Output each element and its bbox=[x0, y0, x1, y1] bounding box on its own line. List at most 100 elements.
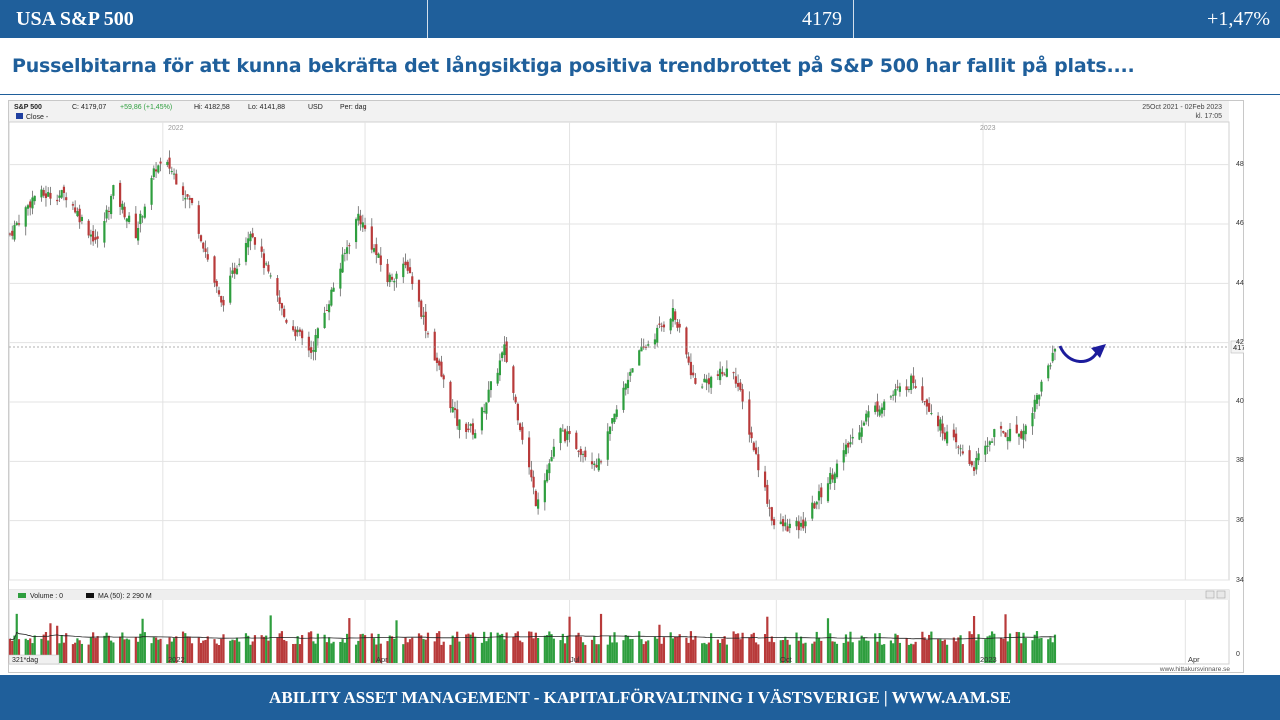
volume-bar bbox=[408, 639, 412, 663]
candle-body bbox=[611, 418, 614, 424]
candle-body bbox=[485, 402, 488, 414]
candle-body bbox=[316, 328, 319, 339]
volume-bar bbox=[599, 613, 603, 663]
candle-body bbox=[593, 463, 596, 466]
candle-body bbox=[159, 161, 162, 164]
price-panel bbox=[8, 121, 1230, 581]
volume-bar bbox=[593, 636, 596, 663]
candle-body bbox=[766, 484, 769, 504]
chart-symbol: S&P 500 bbox=[14, 104, 42, 111]
candle-body bbox=[532, 476, 535, 488]
volume-bar bbox=[514, 633, 517, 663]
volume-bar bbox=[128, 639, 131, 663]
candle-body bbox=[330, 289, 333, 306]
volume-bar bbox=[386, 641, 389, 663]
volume-bar bbox=[752, 632, 755, 663]
volume-bar bbox=[986, 636, 989, 663]
volume-bar bbox=[154, 637, 158, 663]
volume-legend-swatch bbox=[18, 593, 26, 598]
candle-body bbox=[361, 222, 364, 228]
volume-bar bbox=[892, 643, 895, 663]
y-tick-label: 4000 bbox=[1236, 398, 1244, 405]
candle-body bbox=[851, 436, 854, 439]
volume-bar bbox=[231, 639, 234, 663]
candle-body bbox=[33, 195, 36, 202]
volume-bar bbox=[71, 644, 75, 663]
volume-bar bbox=[379, 643, 382, 663]
candle-body bbox=[40, 189, 43, 198]
volume-bar bbox=[1049, 637, 1052, 663]
candle-body bbox=[408, 267, 412, 274]
volume-bar bbox=[496, 632, 499, 663]
info-bar bbox=[9, 101, 1229, 122]
volume-bar bbox=[375, 644, 378, 663]
candle-body bbox=[60, 190, 63, 198]
volume-bar bbox=[449, 644, 452, 663]
candle-body bbox=[152, 168, 155, 177]
candle-body bbox=[624, 383, 627, 390]
volume-bar bbox=[328, 637, 331, 663]
candle-body bbox=[957, 446, 960, 448]
candle-body bbox=[442, 375, 445, 380]
volume-bar bbox=[741, 632, 744, 663]
footer: ABILITY ASSET MANAGEMENT - KAPITALFÖRVAL… bbox=[0, 675, 1280, 720]
close-legend: Close - bbox=[26, 114, 49, 121]
volume-bar bbox=[833, 641, 836, 663]
candle-body bbox=[968, 450, 971, 464]
candle-body bbox=[615, 409, 618, 417]
volume-bar bbox=[435, 633, 439, 663]
candle-body bbox=[1033, 399, 1036, 412]
volume-bar bbox=[615, 642, 618, 663]
volume-bar bbox=[831, 641, 834, 663]
volume-bar bbox=[215, 643, 218, 663]
y-tick-label: 4600 bbox=[1236, 220, 1244, 227]
volume-bar bbox=[388, 635, 391, 663]
zoom-icon[interactable] bbox=[1205, 590, 1215, 599]
volume-bar bbox=[835, 643, 839, 663]
candle-body bbox=[530, 469, 533, 478]
volume-bar bbox=[721, 638, 724, 663]
candle-body bbox=[11, 230, 14, 236]
volume-bar bbox=[139, 633, 142, 663]
candle-body bbox=[217, 290, 221, 295]
volume-bar bbox=[11, 641, 14, 663]
candle-body bbox=[990, 441, 994, 443]
close-panel-icon[interactable] bbox=[1216, 590, 1226, 599]
range-box[interactable] bbox=[8, 654, 60, 665]
candle-body bbox=[487, 389, 490, 402]
candle-body bbox=[959, 448, 962, 450]
candle-body bbox=[489, 381, 493, 391]
candle-body bbox=[15, 222, 18, 226]
candle-body bbox=[631, 368, 634, 373]
candle-body bbox=[251, 233, 254, 238]
candle-body bbox=[433, 331, 436, 361]
candle-body bbox=[269, 275, 272, 277]
volume-bar bbox=[921, 631, 924, 663]
candle-body bbox=[74, 207, 77, 213]
candle-body bbox=[204, 248, 207, 252]
candle-body bbox=[143, 206, 146, 218]
volume-bar bbox=[498, 634, 501, 663]
candle-body bbox=[294, 329, 297, 337]
volume-bar bbox=[907, 644, 910, 663]
candle-body bbox=[328, 304, 331, 313]
volume-bar bbox=[559, 640, 562, 663]
volume-bar bbox=[103, 635, 106, 663]
volume-bar bbox=[945, 644, 949, 663]
volume-bar bbox=[501, 633, 504, 663]
index-title: USA S&P 500 bbox=[16, 8, 134, 30]
volume-bar bbox=[341, 639, 344, 663]
volume-bar bbox=[345, 633, 349, 663]
candle-body bbox=[420, 300, 423, 317]
candle-body bbox=[386, 263, 389, 283]
x-tick-label: Oct bbox=[780, 655, 793, 664]
candle-body bbox=[128, 215, 131, 223]
candle-body bbox=[817, 491, 821, 501]
volume-bar bbox=[1040, 637, 1043, 663]
candle-body bbox=[123, 206, 126, 218]
volume-bar bbox=[858, 640, 861, 663]
candle-body bbox=[559, 428, 562, 444]
candle-body bbox=[512, 366, 515, 393]
x-tick-label: Apr bbox=[1188, 655, 1200, 664]
volume-bar bbox=[716, 639, 719, 663]
